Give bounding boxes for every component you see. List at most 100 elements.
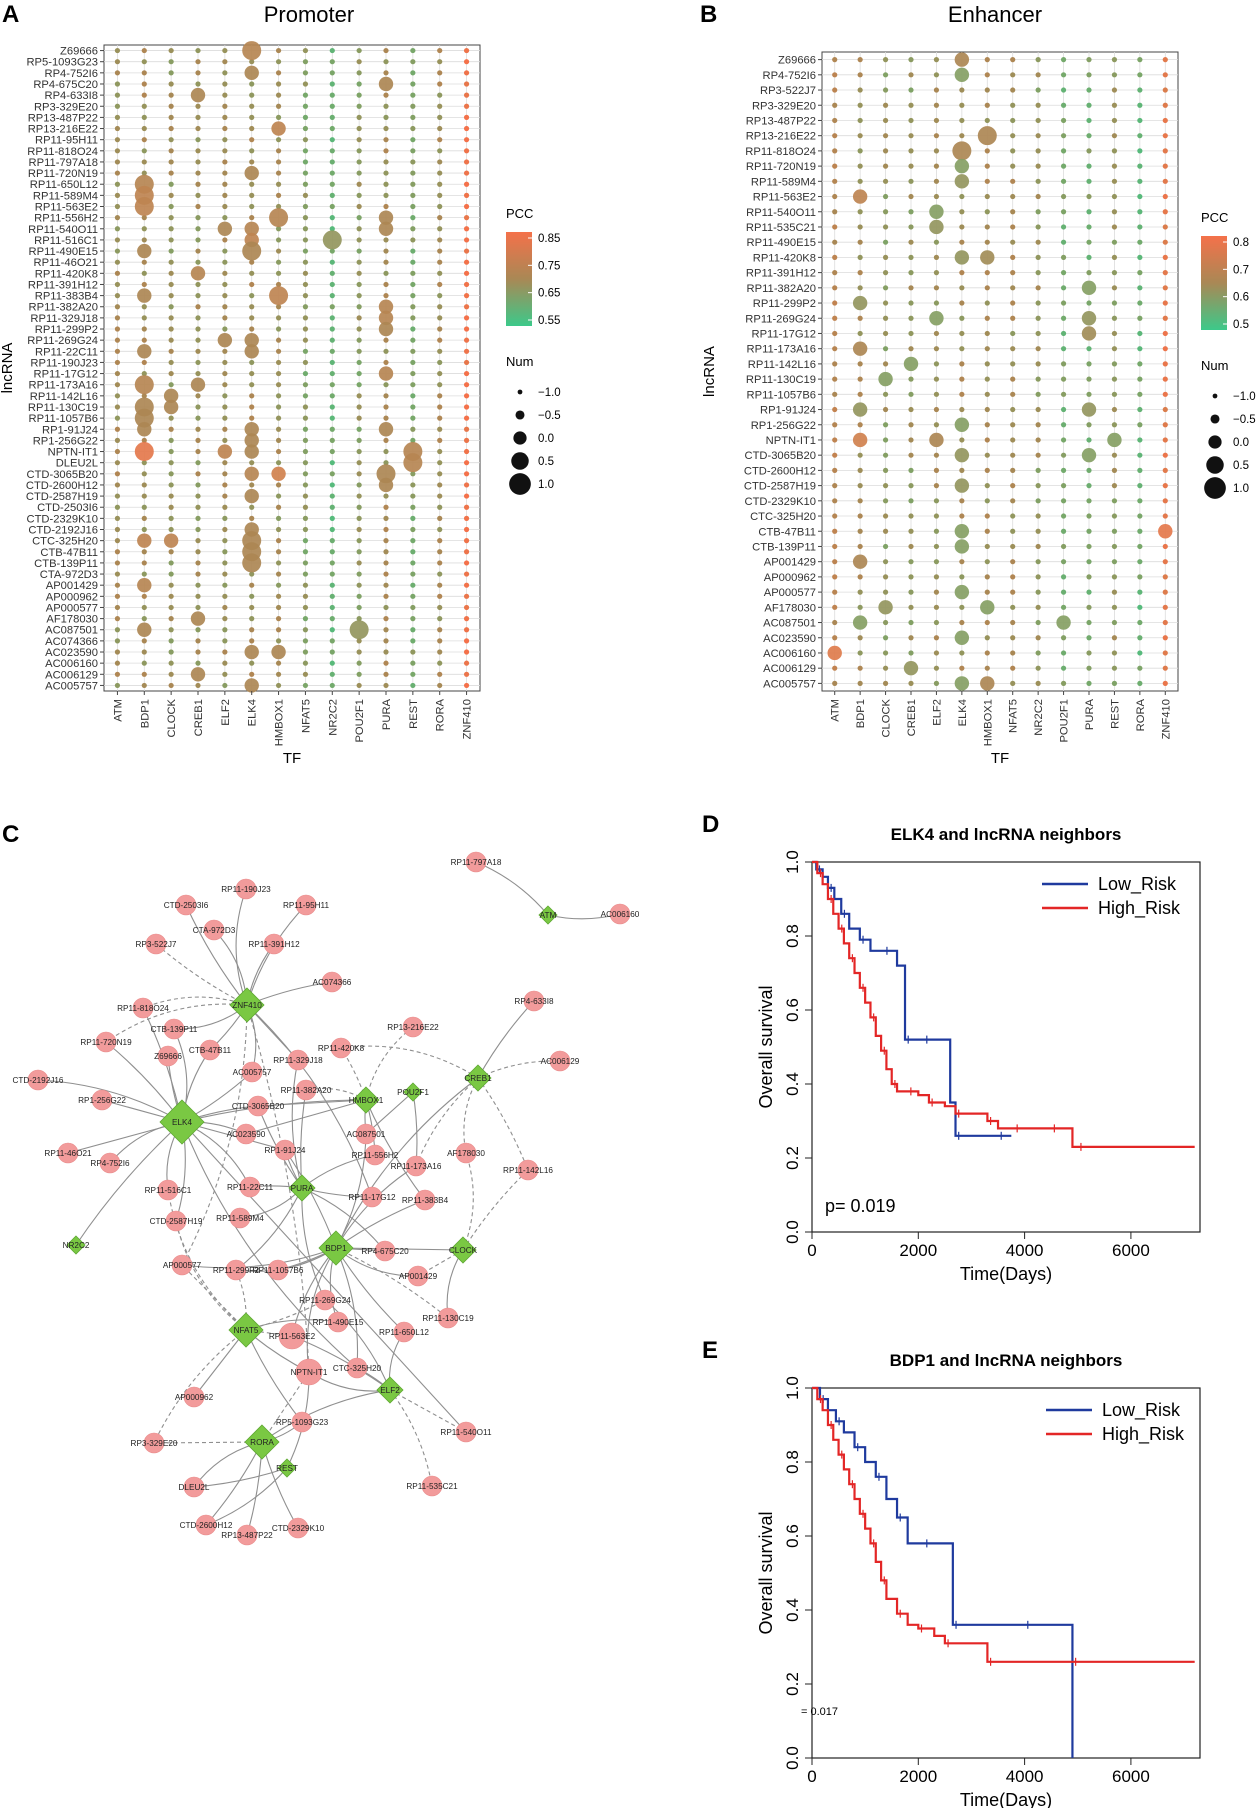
y-tick-label: CTB-47B11 bbox=[758, 526, 816, 538]
dot-RP11-818O24-NR2C2 bbox=[1035, 148, 1041, 154]
y-axis-title: lncRNA bbox=[701, 346, 718, 397]
dot-CTD-2587H19-CLOCK bbox=[882, 483, 889, 489]
dot-AC006160-ELK4 bbox=[959, 650, 965, 656]
dot-RP11-720N19-ELF2 bbox=[222, 170, 228, 176]
dot-NPTN-IT1-BDP1 bbox=[852, 432, 868, 448]
dot-AC006129-HMBOX1 bbox=[275, 671, 282, 677]
dot-AP001429-ZNF410 bbox=[1162, 559, 1168, 565]
dot-RP4-752I6-ATM bbox=[114, 70, 121, 76]
dot-CTD-2192J16-REST bbox=[410, 526, 416, 533]
dot-RP4-675C20-BDP1 bbox=[141, 81, 147, 87]
dot-Z69666-BDP1 bbox=[857, 57, 863, 63]
dot-CTC-325H20-BDP1 bbox=[857, 513, 863, 519]
dot-RP11-589M4-PURA bbox=[383, 192, 389, 198]
dot-AC006160-CLOCK bbox=[168, 660, 174, 666]
dot-AC006129-NFAT5 bbox=[1010, 665, 1016, 671]
dot-RP11-797A18-ATM bbox=[114, 159, 121, 165]
y-tick-label: RP4-752I6 bbox=[45, 68, 99, 80]
edge-CLOCK-AF178030 bbox=[462, 1152, 474, 1251]
dot-AC087501-BDP1 bbox=[137, 622, 152, 637]
dot-RP11-269G24-ELF2 bbox=[929, 311, 944, 326]
lncrna-node bbox=[163, 1018, 185, 1040]
x-tick-label: CREB1 bbox=[906, 699, 918, 736]
dot-DLEU2L-CLOCK bbox=[168, 460, 174, 466]
dot-RP11-130C19-CLOCK bbox=[878, 371, 893, 387]
dot-RP11-818O24-REST bbox=[410, 148, 416, 154]
dot-RP3-329E20-ATM bbox=[832, 102, 838, 108]
dot-RP11-540O11-BDP1 bbox=[141, 226, 147, 232]
dot-RP4-752I6-RORA bbox=[1137, 72, 1143, 78]
dot-CTC-325H20-BDP1 bbox=[137, 533, 152, 548]
dot-RP3-329E20-REST bbox=[1111, 102, 1118, 108]
dot-AC087501-ELK4 bbox=[249, 627, 255, 633]
dot-AC005757-ZNF410 bbox=[1162, 680, 1168, 686]
dot-RP11-540O11-ZNF410 bbox=[463, 226, 470, 232]
dot-RP11-818O24-HMBOX1 bbox=[984, 148, 990, 154]
dot-AC006129-CREB1 bbox=[903, 660, 919, 676]
dot-RP4-752I6-CREB1 bbox=[908, 72, 914, 78]
y-tick-label: RP1-91J24 bbox=[760, 405, 816, 417]
dot-AC006129-CREB1 bbox=[190, 667, 206, 682]
dot-RP3-329E20-REST bbox=[410, 103, 416, 109]
dot-RP11-720N19-CREB1 bbox=[195, 170, 201, 176]
dot-AC023590-HMBOX1 bbox=[271, 644, 286, 660]
dot-CTA-972D3-BDP1 bbox=[141, 571, 147, 577]
lncrna-node-label: RP11-420K8 bbox=[318, 1044, 365, 1053]
dot-CTA-972D3-CLOCK bbox=[168, 571, 174, 577]
dot-CTD-2600H12-BDP1 bbox=[141, 482, 147, 488]
tf-node bbox=[228, 1312, 264, 1348]
dot-AC087501-CREB1 bbox=[908, 619, 914, 626]
dot-RP1-256G22-ATM bbox=[114, 437, 121, 443]
x-tick-label: BDP1 bbox=[139, 699, 151, 728]
dot-RP1-256G22-POU2F1 bbox=[1060, 422, 1067, 428]
y-tick-label: RP13-216E22 bbox=[28, 124, 98, 136]
dot-RP11-142L16-CREB1 bbox=[903, 356, 919, 372]
y-tick-label: RP11-563E2 bbox=[753, 192, 816, 204]
dot-RP13-487P22-ATM bbox=[114, 114, 121, 120]
dot-RP11-818O24-RORA bbox=[437, 148, 443, 154]
dot-RP11-420K8-REST bbox=[410, 270, 416, 276]
dot-RP11-299P2-ELK4 bbox=[249, 326, 255, 332]
dot-RP11-720N19-REST bbox=[410, 170, 416, 176]
dot-RP11-589M4-ATM bbox=[832, 178, 838, 184]
dot-RP11-1057B6-HMBOX1 bbox=[275, 415, 282, 421]
dot-AF178030-REST bbox=[410, 616, 416, 622]
dot-CTD-2503I6-CLOCK bbox=[168, 504, 174, 510]
dot-RP11-516C1-ELF2 bbox=[222, 237, 228, 243]
dot-RP11-142L16-RORA bbox=[1137, 361, 1143, 367]
dot-CTD-2329K10-ZNF410 bbox=[1162, 498, 1168, 504]
dot-RP13-487P22-ZNF410 bbox=[1162, 117, 1168, 124]
dot-CTD-2587H19-CREB1 bbox=[908, 483, 914, 489]
dot-RP11-190J23-HMBOX1 bbox=[275, 359, 282, 366]
dot-RP11-299P2-ZNF410 bbox=[463, 326, 470, 332]
dot-CTC-325H20-HMBOX1 bbox=[275, 538, 282, 544]
dot-RP11-269G24-CREB1 bbox=[195, 337, 201, 343]
dot-RP11-130C19-CREB1 bbox=[908, 376, 914, 382]
dot-RP11-17G12-ELK4 bbox=[959, 330, 965, 337]
dot-CTB-47B11-HMBOX1 bbox=[275, 549, 282, 555]
dot-RP11-329J18-ELF2 bbox=[222, 315, 228, 321]
dot-RP11-190J23-ELF2 bbox=[222, 359, 228, 366]
dot-RP13-216E22-POU2F1 bbox=[356, 125, 362, 132]
dot-RP11-1057B6-NR2C2 bbox=[1035, 391, 1041, 397]
dot-NPTN-IT1-HMBOX1 bbox=[984, 437, 990, 443]
dot-AC087501-CREB1 bbox=[195, 627, 201, 633]
dot-CTD-2600H12-ZNF410 bbox=[1162, 467, 1168, 473]
dot-RP11-130C19-HMBOX1 bbox=[984, 376, 990, 382]
dot-RP1-91J24-NFAT5 bbox=[1010, 406, 1016, 413]
dot-RP11-420K8-POU2F1 bbox=[1060, 254, 1067, 260]
lncrna-node bbox=[157, 1045, 179, 1067]
dot-RP11-142L16-ELF2 bbox=[222, 393, 228, 399]
dot-RP11-142L16-ELK4 bbox=[959, 361, 965, 367]
dot-DLEU2L-ATM bbox=[114, 460, 121, 466]
dot-RP11-383B4-ZNF410 bbox=[463, 293, 470, 299]
dot-RP11-95H11-ELK4 bbox=[249, 137, 255, 143]
dot-AP001429-CLOCK bbox=[168, 582, 174, 588]
lncrna-node bbox=[267, 1259, 289, 1281]
dot-RP11-173A16-NR2C2 bbox=[329, 382, 335, 388]
dot-CTD-3065B20-ZNF410 bbox=[1162, 452, 1168, 458]
x-tick-label: 6000 bbox=[1112, 1241, 1150, 1260]
dot-RP11-563E2-PURA bbox=[383, 203, 389, 210]
dot-RP11-383B4-ATM bbox=[114, 293, 121, 299]
dot-RP11-540O11-NR2C2 bbox=[1035, 209, 1041, 215]
